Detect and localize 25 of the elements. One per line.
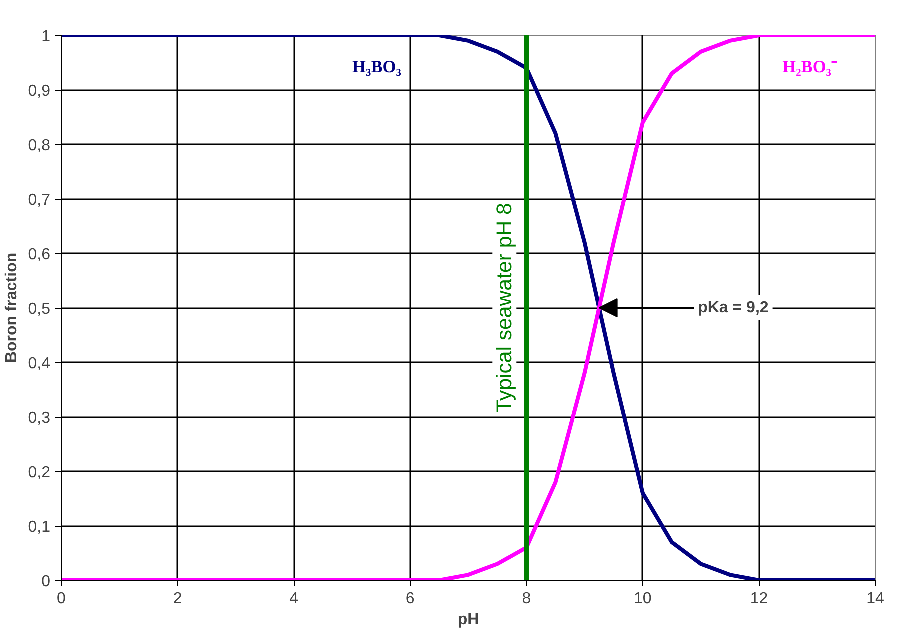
y-tick-label: 0,2 [28, 464, 51, 482]
x-tick-label: 0 [57, 590, 66, 608]
x-tick-label: 12 [750, 590, 768, 608]
x-tick-label: 6 [406, 590, 415, 608]
y-tick-label: 0,8 [28, 138, 51, 154]
x-tick-label: 2 [173, 590, 182, 608]
y-tick-label: 0,6 [28, 246, 51, 264]
y-tick-label: 0,3 [28, 410, 51, 427]
x-tick-label: 4 [290, 590, 299, 608]
y-axis-title: Boron fraction [3, 252, 20, 364]
y-tick-label: 1 [42, 28, 51, 46]
x-tick-label: 10 [634, 590, 652, 608]
series-label: H₃BO₃ [352, 58, 402, 76]
y-tick-label: 0,9 [28, 83, 51, 100]
y-tick-label: 0,7 [28, 192, 51, 209]
y-tick-label: 0,5 [28, 301, 51, 318]
x-tick-label: 8 [522, 590, 532, 608]
x-tick-label: 14 [866, 590, 884, 608]
y-tick-label: 0,4 [28, 356, 51, 372]
y-tick-label: 0 [42, 574, 51, 590]
x-axis-title: pH [458, 612, 480, 628]
annotation: pKa = 9,2 [698, 300, 769, 316]
ref-line-label: Typical seawater pH 8 [492, 203, 517, 413]
y-tick-label: 0,1 [28, 519, 51, 536]
series-label: H₂BO₃⁻ [782, 58, 838, 76]
